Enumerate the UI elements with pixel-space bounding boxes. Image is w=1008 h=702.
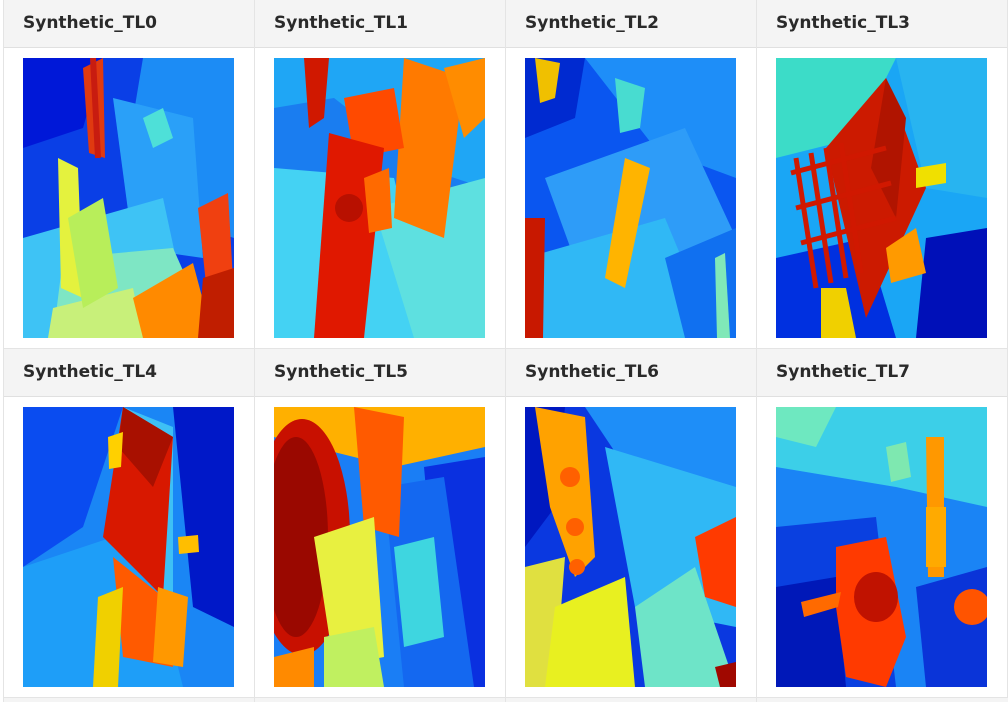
next-row-partial	[3, 698, 1008, 702]
gallery-card-partial	[3, 698, 254, 702]
card-title: Synthetic_TL2	[506, 0, 756, 48]
depth-map-thumbnail[interactable]	[525, 407, 736, 687]
card-title: Synthetic_TL0	[4, 0, 254, 48]
depth-map-thumbnail[interactable]	[776, 58, 987, 338]
gallery-card-partial	[254, 698, 505, 702]
card-title: Synthetic_TL4	[4, 349, 254, 397]
depth-map-thumbnail[interactable]	[23, 407, 234, 687]
gallery-card[interactable]: Synthetic_TL4	[3, 349, 254, 698]
depth-map-thumbnail[interactable]	[23, 58, 234, 338]
card-title: Synthetic_TL7	[757, 349, 1007, 397]
gallery-card[interactable]: Synthetic_TL2	[505, 0, 756, 349]
gallery-card-partial	[505, 698, 756, 702]
card-title: Synthetic_TL6	[506, 349, 756, 397]
gallery-card[interactable]: Synthetic_TL7	[756, 349, 1008, 698]
depth-map-thumbnail[interactable]	[776, 407, 987, 687]
card-title: Synthetic_TL3	[757, 0, 1007, 48]
card-title: Synthetic_TL1	[255, 0, 505, 48]
card-title: Synthetic_TL5	[255, 349, 505, 397]
depth-map-thumbnail[interactable]	[525, 58, 736, 338]
image-gallery: Synthetic_TL0 Synthetic_TL1	[3, 0, 1008, 698]
depth-map-thumbnail[interactable]	[274, 407, 485, 687]
depth-map-thumbnail[interactable]	[274, 58, 485, 338]
gallery-card[interactable]: Synthetic_TL5	[254, 349, 505, 698]
gallery-card[interactable]: Synthetic_TL1	[254, 0, 505, 349]
gallery-card[interactable]: Synthetic_TL0	[3, 0, 254, 349]
gallery-card-partial	[756, 698, 1008, 702]
gallery-card[interactable]: Synthetic_TL6	[505, 349, 756, 698]
gallery-card[interactable]: Synthetic_TL3	[756, 0, 1008, 349]
